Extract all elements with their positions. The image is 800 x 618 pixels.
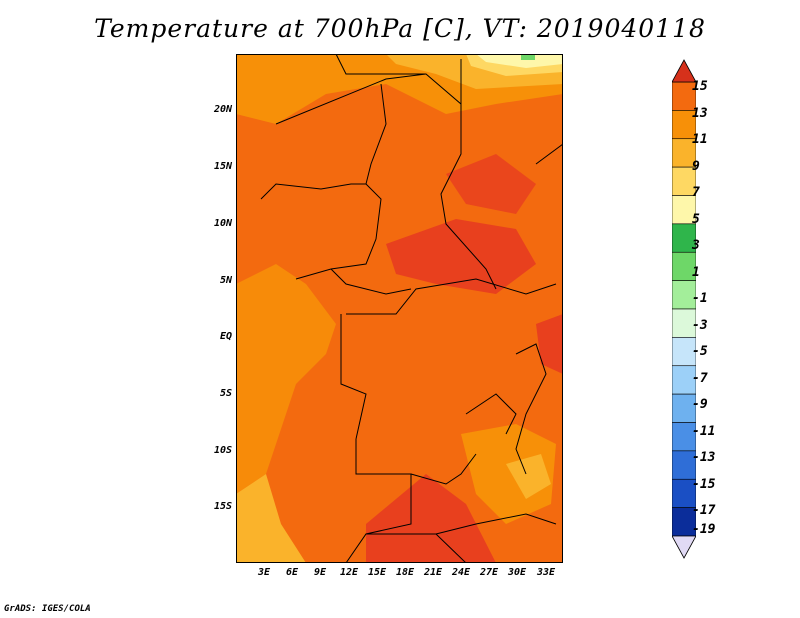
- lat-label: 15N: [213, 161, 232, 172]
- lat-label: EQ: [219, 331, 232, 342]
- lon-label: 27E: [479, 567, 499, 578]
- colorbar-label: 5: [692, 212, 700, 227]
- lon-label: 21E: [423, 567, 443, 578]
- colorbar-label: -1: [692, 291, 708, 306]
- colorbar-label: 7: [692, 185, 700, 200]
- field-coast-9-11: [236, 264, 336, 494]
- lon-label: 24E: [451, 567, 471, 578]
- colorbar-label: -17: [692, 503, 716, 518]
- colorbar-cell: [672, 138, 696, 168]
- colorbar-label: -19: [692, 522, 716, 537]
- colorbar-label: 1: [692, 265, 700, 280]
- temperature-map: [236, 54, 563, 563]
- lon-label: 33E: [536, 567, 556, 578]
- colorbar-top-arrow: [672, 59, 696, 83]
- lat-label: 10N: [213, 218, 232, 229]
- lon-label: 15E: [367, 567, 387, 578]
- lon-label: 9E: [313, 567, 327, 578]
- colorbar-label: -11: [692, 424, 716, 439]
- lat-label: 15S: [213, 501, 232, 512]
- lat-label: 10S: [213, 445, 232, 456]
- colorbar-label: 11: [692, 132, 708, 147]
- colorbar-label: -9: [692, 397, 708, 412]
- colorbar-cell: [672, 81, 696, 111]
- colorbar: [672, 59, 696, 559]
- country-borders: [260, 54, 563, 563]
- field-north-3-5: [476, 54, 563, 68]
- colorbar-label: -5: [692, 344, 708, 359]
- colorbar-cell: [672, 337, 696, 367]
- colorbar-label: -15: [692, 477, 716, 492]
- lat-label: 5N: [219, 275, 232, 286]
- colorbar-label: 15: [692, 79, 708, 94]
- lat-label: 20N: [213, 104, 232, 115]
- colorbar-label: -13: [692, 450, 716, 465]
- colorbar-label: 13: [692, 106, 708, 121]
- colorbar-cell: [672, 110, 696, 140]
- colorbar-cell: [672, 223, 696, 253]
- field-north-green: [521, 54, 535, 60]
- field-se-7-9: [506, 454, 551, 499]
- lon-label: 3E: [257, 567, 271, 578]
- field-hot-south: [366, 474, 496, 563]
- colorbar-bottom-arrow: [672, 535, 696, 559]
- field-hot-center: [386, 219, 536, 294]
- chart-title: Temperature at 700hPa [C], VT: 201904011…: [94, 14, 706, 43]
- field-hot-north: [446, 154, 536, 214]
- field-sw-7-9: [236, 474, 306, 563]
- colorbar-cell: [672, 195, 696, 225]
- lon-label: 6E: [285, 567, 299, 578]
- lat-label: 5S: [219, 388, 232, 399]
- lon-label: 30E: [507, 567, 527, 578]
- colorbar-label: -3: [692, 318, 708, 333]
- colorbar-cell: [672, 280, 696, 310]
- colorbar-cell: [672, 166, 696, 196]
- colorbar-cell: [672, 251, 696, 281]
- colorbar-cell: [672, 422, 696, 452]
- lon-label: 18E: [395, 567, 415, 578]
- colorbar-label: 3: [692, 238, 700, 253]
- credit-text: GrADS: IGES/COLA: [4, 604, 91, 614]
- field-hot-east: [536, 314, 563, 374]
- field-se-9-11: [461, 424, 556, 524]
- lon-label: 12E: [339, 567, 359, 578]
- map-frame: [236, 54, 563, 563]
- colorbar-cell: [672, 393, 696, 423]
- colorbar-label: -7: [692, 371, 708, 386]
- colorbar-label: 9: [692, 159, 700, 174]
